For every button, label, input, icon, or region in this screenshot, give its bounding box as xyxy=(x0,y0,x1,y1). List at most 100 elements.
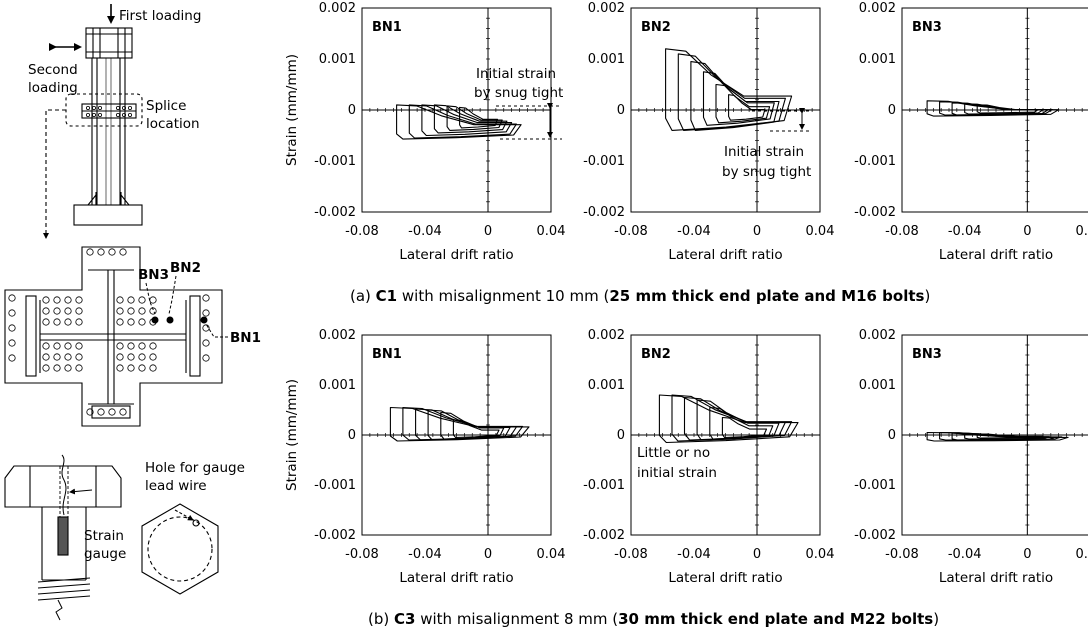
plan-bolt-hole xyxy=(76,365,82,371)
x-axis-label: Lateral drift ratio xyxy=(668,247,782,263)
plan-bolt-hole xyxy=(76,319,82,325)
y-tick-label: 0 xyxy=(888,103,896,118)
chart-panel-1: 0.002 0.001 0 -0.001 -0.002 -0.08 -0.04 0 0.04 La… xyxy=(284,1,565,263)
x-axis-label: Lateral drift ratio xyxy=(939,247,1053,263)
gauged-bolt-markers xyxy=(152,317,208,324)
plan-bolt-hole xyxy=(76,354,82,360)
plan-bolt-hole xyxy=(54,365,60,371)
hole-label-line2: lead wire xyxy=(145,478,207,494)
plan-bolt-hole xyxy=(76,343,82,349)
plan-bolt-hole xyxy=(117,365,123,371)
x-tick-label: -0.04 xyxy=(408,224,442,239)
chart-panel-4: 0.002 0.001 0 -0.001 -0.002 -0.08 -0.04 0 0.04 La… xyxy=(284,328,565,586)
y-tick-label: 0.002 xyxy=(588,1,625,16)
plan-bolt-hole xyxy=(54,319,60,325)
y-tick-label: 0.001 xyxy=(859,378,896,393)
plan-bolt-hole xyxy=(43,365,49,371)
y-tick-label: -0.001 xyxy=(854,478,896,493)
annotation-a1-line1: Initial strain xyxy=(476,66,556,82)
y-tick-label: -0.001 xyxy=(583,478,625,493)
y-tick-label: 0.002 xyxy=(319,1,356,16)
plan-bolt-hole xyxy=(9,340,15,346)
x-tick-label: 0 xyxy=(753,547,761,562)
y-tick-label: 0 xyxy=(617,428,625,443)
plan-bolt-hole xyxy=(87,249,93,255)
y-tick-label: 0 xyxy=(888,428,896,443)
chart-panel-3: 0.002 0.001 0 -0.001 -0.002 -0.08 -0.04 0 0.04 La… xyxy=(854,1,1088,263)
annotation-a2-line1: Initial strain xyxy=(724,144,804,160)
y-tick-label: 0.001 xyxy=(319,52,356,67)
plan-bolt-hole xyxy=(128,308,134,314)
x-tick-label: -0.04 xyxy=(677,547,711,562)
x-tick-label: 0 xyxy=(484,224,492,239)
plan-bolt-hole xyxy=(43,354,49,360)
x-axis-label: Lateral drift ratio xyxy=(939,570,1053,586)
y-tick-label: 0 xyxy=(348,428,356,443)
x-tick-label: -0.04 xyxy=(408,547,442,562)
plan-bolt-hole xyxy=(65,319,71,325)
x-tick-label: -0.08 xyxy=(885,224,919,239)
plan-bolt-hole xyxy=(120,249,126,255)
x-tick-label: -0.04 xyxy=(677,224,711,239)
chart-panel-2: 0.0020.0010-0.001-0.002-0.08 -0.04 0 0.04La… xyxy=(583,1,834,263)
y-tick-label: 0.002 xyxy=(588,328,625,343)
plan-bolt-hole xyxy=(139,365,145,371)
y-tick-label: -0.002 xyxy=(854,205,896,220)
y-tick-label: 0 xyxy=(617,103,625,118)
y-tick-label: -0.002 xyxy=(854,528,896,543)
x-tick-label: 0.04 xyxy=(1076,224,1088,239)
plan-bolt-hole xyxy=(150,354,156,360)
y-tick-label: -0.001 xyxy=(314,478,356,493)
x-tick-label: 0 xyxy=(1023,547,1031,562)
plan-bolt-hole xyxy=(139,308,145,314)
y-tick-label: 0.002 xyxy=(859,328,896,343)
y-tick-label: -0.001 xyxy=(854,154,896,169)
plan-bolt-hole xyxy=(117,319,123,325)
splice-location-box xyxy=(66,94,142,126)
plan-bolt-hole xyxy=(76,297,82,303)
plan-bolt-hole xyxy=(43,343,49,349)
plan-bolt-hole xyxy=(43,319,49,325)
bn1-label: BN1 xyxy=(230,330,261,346)
x-tick-label: 0.04 xyxy=(537,224,566,239)
y-tick-label: 0.002 xyxy=(859,1,896,16)
x-tick-label: -0.08 xyxy=(345,224,379,239)
panel-title: BN1 xyxy=(372,20,402,35)
plan-bolt-hole xyxy=(139,297,145,303)
plan-bolt-hole xyxy=(128,343,134,349)
x-tick-label: 0 xyxy=(484,547,492,562)
x-tick-label: 0 xyxy=(753,224,761,239)
panel-title: BN2 xyxy=(641,20,671,35)
plan-bolt-hole xyxy=(139,319,145,325)
y-tick-label: 0.001 xyxy=(588,52,625,67)
x-tick-label: 0.04 xyxy=(537,547,566,562)
y-axis-label: Strain (mm/mm) xyxy=(284,379,300,491)
plan-bolt-hole xyxy=(54,354,60,360)
plan-bolt-hole xyxy=(117,343,123,349)
plan-bolt-hole xyxy=(150,297,156,303)
plan-bolt-hole xyxy=(139,354,145,360)
y-tick-label: 0.002 xyxy=(319,328,356,343)
plan-bolt-hole xyxy=(109,409,115,415)
plan-bolt-hole xyxy=(128,297,134,303)
y-tick-label: -0.001 xyxy=(314,154,356,169)
hole-label-line1: Hole for gauge xyxy=(145,460,245,476)
caption-b: (b) C3 with misalignment 8 mm (30 mm thi… xyxy=(368,610,939,628)
plan-bolt-hole xyxy=(43,308,49,314)
annotation-a2-line2: by snug tight xyxy=(722,164,811,180)
x-tick-label: 0.04 xyxy=(806,547,835,562)
y-tick-label: 0.001 xyxy=(319,378,356,393)
plan-bolt-hole xyxy=(128,365,134,371)
x-tick-label: -0.08 xyxy=(614,547,648,562)
strain-gauge-element xyxy=(58,517,68,555)
x-axis-label: Lateral drift ratio xyxy=(399,570,513,586)
x-tick-label: 0.04 xyxy=(806,224,835,239)
bn3-label: BN3 xyxy=(138,267,169,283)
plan-bolt-hole xyxy=(54,308,60,314)
panel-title: BN3 xyxy=(912,20,942,35)
plan-bolt-hole xyxy=(43,297,49,303)
plan-bolt-hole xyxy=(9,295,15,301)
x-tick-label: -0.04 xyxy=(948,547,982,562)
x-axis-label: Lateral drift ratio xyxy=(399,247,513,263)
y-tick-label: -0.002 xyxy=(314,528,356,543)
